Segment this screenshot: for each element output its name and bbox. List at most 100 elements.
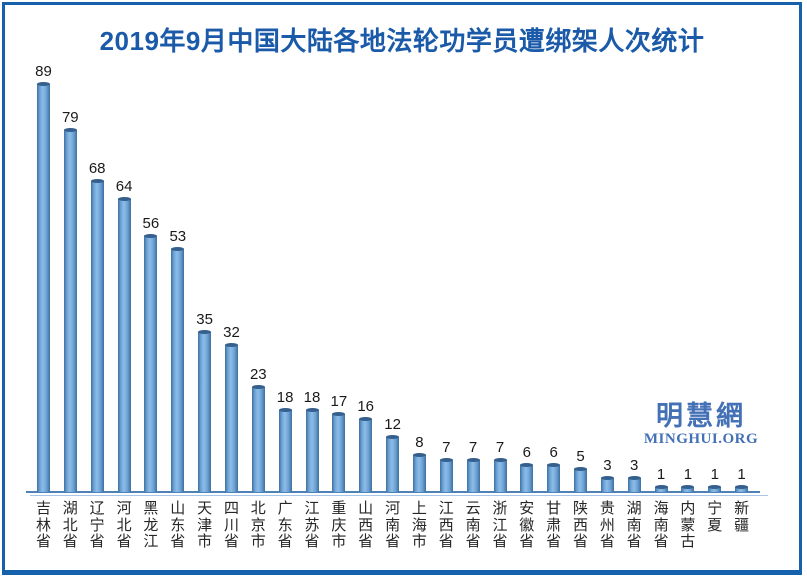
bar-category-label: 山 东 省 xyxy=(170,500,186,550)
bar-top-cap xyxy=(735,485,749,489)
bar xyxy=(251,385,265,492)
bar-top-cap xyxy=(332,412,346,416)
bar xyxy=(225,343,238,492)
bar-category-label: 江 苏 省 xyxy=(304,500,320,550)
bar xyxy=(63,128,77,492)
chart-content: 2019年9月中国大陆各地法轮功学员遭绑架人次统计 明慧網 MINGHUI.OR… xyxy=(5,5,799,570)
bar xyxy=(600,476,614,492)
bar-category-label: 海 南 省 xyxy=(653,500,669,550)
bar-value-label: 3 xyxy=(630,457,639,474)
bar-top-cap xyxy=(251,385,265,389)
bar xyxy=(37,82,50,492)
bar xyxy=(681,485,695,492)
bar-top-cap xyxy=(547,463,561,467)
bar-value-label: 7 xyxy=(495,439,505,456)
bar-top-cap xyxy=(466,458,480,462)
bar-category-label: 黑 龙 江 xyxy=(143,500,159,550)
bar-value-label: 3 xyxy=(603,457,612,474)
x-axis-shadow-line xyxy=(30,495,768,496)
bar-category-label: 内 蒙 古 xyxy=(680,500,696,550)
bar-top-cap xyxy=(90,179,104,183)
bar-category-label: 宁 夏 xyxy=(707,500,723,534)
bar xyxy=(90,179,104,492)
bar-value-label: 6 xyxy=(549,444,558,461)
bar xyxy=(547,463,561,492)
bar-value-label: 53 xyxy=(169,228,187,245)
bar-category-label: 上 海 市 xyxy=(411,500,427,550)
bar-top-cap xyxy=(63,128,77,132)
bar-value-label: 1 xyxy=(710,466,719,483)
bar xyxy=(171,247,185,492)
bar-top-cap xyxy=(681,485,695,489)
bar-category-label: 湖 北 省 xyxy=(62,500,78,550)
bar xyxy=(735,485,749,492)
bar-category-label: 吉 林 省 xyxy=(35,500,51,550)
bar-value-label: 5 xyxy=(576,448,585,465)
bar xyxy=(574,467,587,492)
bar-value-label: 64 xyxy=(115,178,133,195)
bar-top-cap xyxy=(359,417,373,421)
bar-category-label: 浙 江 省 xyxy=(492,500,508,550)
bar-value-label: 18 xyxy=(276,389,294,406)
bar-top-cap xyxy=(198,330,212,334)
bar-category-label: 湖 南 省 xyxy=(626,500,642,550)
bar-top-cap xyxy=(708,485,722,489)
bar-value-label: 12 xyxy=(384,416,401,433)
bar xyxy=(305,408,319,492)
bar-value-label: 6 xyxy=(522,444,531,461)
bar-top-cap xyxy=(493,458,507,462)
bar-value-label: 32 xyxy=(223,324,240,341)
bar-category-label: 陕 西 省 xyxy=(572,500,588,550)
bar-value-label: 79 xyxy=(61,109,79,126)
bar-category-label: 重 庆 市 xyxy=(331,500,347,550)
bar-value-label: 35 xyxy=(196,311,213,328)
bar-category-label: 河 南 省 xyxy=(385,500,401,550)
bar-top-cap xyxy=(305,408,319,412)
minghui-logo: 明慧網 MINGHUI.ORG xyxy=(613,401,789,448)
bar xyxy=(332,412,346,492)
bar-category-label: 新 疆 xyxy=(734,500,750,534)
bar-value-label: 68 xyxy=(88,160,106,177)
bar-top-cap xyxy=(37,82,50,86)
bar xyxy=(439,458,453,492)
bar-top-cap xyxy=(386,435,400,439)
bar-value-label: 56 xyxy=(142,215,160,232)
minghui-logo-url-text: MINGHUI.ORG xyxy=(643,431,759,447)
bar-value-label: 1 xyxy=(737,466,746,483)
bar-top-cap xyxy=(412,453,426,457)
bar xyxy=(654,485,668,492)
x-axis-line xyxy=(26,491,760,493)
bar-value-label: 18 xyxy=(303,389,321,406)
bar xyxy=(412,453,426,492)
bar-top-cap xyxy=(171,247,185,251)
bar-top-cap xyxy=(225,343,238,347)
bar-category-label: 贵 州 省 xyxy=(599,500,615,550)
bar-category-label: 天 津 市 xyxy=(197,500,213,550)
bar-category-label: 安 徽 省 xyxy=(519,500,535,550)
bar-top-cap xyxy=(278,408,292,412)
bar-top-cap xyxy=(600,476,614,480)
bar-value-label: 7 xyxy=(468,439,478,456)
bar-category-label: 河 北 省 xyxy=(116,500,132,550)
bar xyxy=(198,330,212,492)
bar-value-label: 17 xyxy=(330,393,348,410)
bar xyxy=(493,458,507,492)
bar-category-label: 北 京 市 xyxy=(250,500,266,550)
bar-top-cap xyxy=(144,234,158,238)
bar-value-label: 89 xyxy=(35,63,52,80)
bar-category-label: 云 南 省 xyxy=(465,500,481,550)
bar-category-label: 四 川 省 xyxy=(223,500,239,550)
bar-category-label: 江 西 省 xyxy=(438,500,454,550)
bar-value-label: 7 xyxy=(442,439,451,456)
bar xyxy=(117,197,131,492)
bar-category-label: 甘 肃 省 xyxy=(546,500,562,550)
plot-area: 明慧網 MINGHUI.ORG 89 吉 林 省 79 湖 北 省 68 辽 宁 省 64 河… xyxy=(5,5,799,570)
bar-category-label: 广 东 省 xyxy=(277,500,293,550)
bar-category-label: 辽 宁 省 xyxy=(89,500,105,550)
bar xyxy=(708,485,722,492)
bar-top-cap xyxy=(654,485,668,489)
bar-top-cap xyxy=(117,197,131,201)
bar-value-label: 23 xyxy=(249,366,267,383)
